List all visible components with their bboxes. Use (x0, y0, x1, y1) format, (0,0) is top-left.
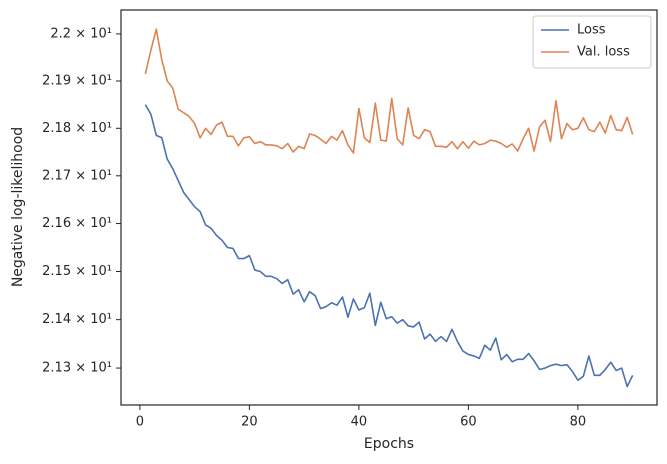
x-tick-label: 20 (241, 415, 258, 430)
data-line (144, 28, 634, 154)
legend-label: Loss (577, 23, 606, 38)
x-tick-label: 40 (351, 415, 368, 430)
y-tick-label: 2.2 × 10¹ (50, 26, 112, 41)
x-axis-label: Epochs (364, 436, 414, 452)
y-tick-label: 2.14 × 10¹ (42, 312, 112, 327)
y-tick-label: 2.13 × 10¹ (42, 361, 112, 376)
data-line (144, 104, 634, 388)
y-tick-label: 2.19 × 10¹ (42, 74, 112, 89)
y-axis-label: Negative log-likelihood (10, 127, 26, 287)
y-tick-label: 2.17 × 10¹ (42, 168, 112, 183)
legend-label: Val. loss (577, 45, 630, 60)
y-tick-label: 2.16 × 10¹ (42, 216, 112, 231)
plot-frame (120, 9, 658, 406)
x-tick-label: 60 (460, 415, 477, 430)
x-tick-label: 80 (570, 415, 587, 430)
y-tick-label: 2.15 × 10¹ (42, 264, 112, 279)
x-tick-label: 0 (136, 415, 144, 430)
legend: Loss Val. loss (532, 15, 652, 69)
legend-box (532, 15, 652, 69)
y-tick-label: 2.18 × 10¹ (42, 121, 112, 136)
